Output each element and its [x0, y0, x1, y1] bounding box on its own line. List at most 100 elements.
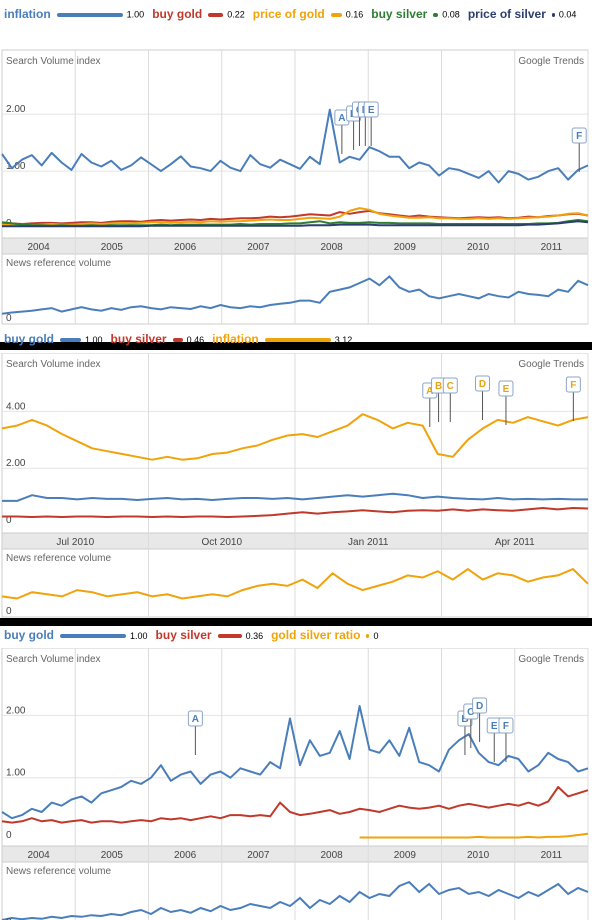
legend-label: buy gold	[152, 7, 203, 21]
x-tick-label: 2009	[394, 242, 417, 253]
legend-item: price of silver 0.04	[468, 4, 577, 25]
series-line-buy-silver	[1, 786, 589, 824]
search-volume-label: Search Volume index	[6, 654, 101, 665]
google-trends-brand: Google Trends	[518, 56, 584, 67]
legend-value: 1.00	[85, 334, 103, 345]
legend-swatch	[366, 633, 370, 638]
x-tick-label: Oct 2010	[201, 537, 242, 548]
chart-1-svg: Search Volume index Google Trends News ref…	[1, 49, 589, 325]
legend-3: buy gold 1.00 buy silver 0.36 gold silver ra…	[4, 628, 592, 642]
annotation-flag-A[interactable]: A	[334, 109, 350, 154]
series-line-buy-gold	[2, 492, 588, 502]
annotation-box	[363, 101, 379, 118]
annotation-box	[442, 377, 458, 394]
y-tick-label: 0	[6, 830, 12, 841]
legend-value: 0.04	[558, 9, 577, 20]
annotation-letter: E	[368, 105, 375, 116]
annotation-letter: F	[503, 721, 509, 732]
annotation-flag-D[interactable]: D	[472, 697, 488, 742]
annotation-letter: A	[338, 113, 345, 124]
legend-swatch	[551, 12, 555, 17]
annotation-flag-F[interactable]: F	[571, 127, 587, 172]
x-tick-label: 2007	[247, 242, 270, 253]
news-zero-label: 0	[6, 313, 12, 324]
annotation-box	[571, 127, 587, 144]
legend-swatch	[330, 12, 342, 17]
legend-value: 0.36	[245, 630, 264, 641]
y-tick-label: 0	[6, 515, 12, 526]
annotation-flag-E[interactable]: E	[486, 717, 502, 762]
legend-value: 1.00	[130, 630, 148, 641]
x-tick-label: 2009	[394, 850, 417, 861]
legend-label: buy silver	[155, 628, 212, 642]
series-line-inflation	[1, 108, 589, 184]
y-tick-label: 2.00	[6, 458, 26, 469]
series-line-buy-gold	[1, 705, 589, 820]
search-volume-label: Search Volume index	[6, 56, 101, 67]
annotation-letter: E	[503, 384, 510, 395]
annotation-flag-E[interactable]: E	[363, 101, 379, 146]
legend-value: 3.12	[334, 334, 353, 345]
legend-label: buy gold	[4, 332, 54, 346]
series-line-price-of-silver	[2, 220, 589, 228]
x-tick-label: 2011	[541, 850, 563, 861]
x-tick-label: Apr 2011	[495, 537, 535, 548]
annotation-letter: B	[435, 381, 442, 392]
legend-item: inflation 3.12	[212, 332, 352, 346]
legend-label: inflation	[212, 332, 259, 346]
annotation-box	[498, 380, 514, 397]
legend-label: buy silver	[110, 332, 167, 346]
legend-value: 0	[373, 630, 379, 641]
annotation-flag-E[interactable]: E	[498, 380, 514, 425]
y-tick-label: 1.00	[6, 161, 26, 172]
series-line-gold-silver-ratio	[359, 832, 589, 839]
x-tick-label: 2005	[101, 242, 124, 253]
y-tick-label: 1.00	[6, 768, 26, 779]
legend-item: buy gold 1.00	[4, 628, 148, 642]
legend-value: 0.46	[186, 334, 205, 345]
news-zero-label: 0	[6, 917, 12, 920]
legend-label: inflation	[4, 7, 51, 21]
x-tick-label: 2004	[28, 850, 51, 861]
annotation-flag-C[interactable]: C	[442, 377, 458, 422]
annotation-letter: D	[479, 379, 486, 390]
legend-item: buy gold 1.00	[4, 332, 103, 346]
legend-swatch	[217, 633, 242, 638]
chart-panel-3: buy gold 1.00 buy silver 0.36 gold silver ra…	[0, 626, 592, 920]
annotation-box	[472, 697, 488, 714]
annotation-flag-A[interactable]: A	[187, 710, 203, 755]
annotation-flag-F[interactable]: F	[498, 717, 514, 762]
news-volume-label: News reference volume	[6, 866, 111, 877]
annotation-flag-D[interactable]: D	[475, 375, 491, 420]
annotation-letter: C	[447, 381, 454, 392]
legend-swatch	[56, 12, 123, 17]
annotation-letter: D	[476, 701, 483, 712]
y-tick-label: 2.00	[6, 104, 26, 115]
legend-2: buy gold 1.00 buy silver 0.46 inflation 3.12	[4, 332, 592, 346]
annotation-flag-F[interactable]: F	[565, 376, 581, 421]
separator-2	[0, 618, 592, 626]
chart-3-svg: Search Volume index Google Trends News ref…	[1, 648, 589, 920]
series-line-price-of-gold	[1, 207, 589, 227]
x-tick-label: 2008	[321, 242, 344, 253]
google-trends-brand: Google Trends	[518, 654, 584, 665]
news-volume-label: News reference volume	[6, 553, 111, 564]
annotation-letter: F	[570, 380, 576, 391]
annotation-letter: C	[467, 707, 474, 718]
legend-1: inflation 1.00 buy gold 0.22 price of gold 0.…	[4, 4, 592, 25]
annotation-box	[187, 710, 203, 727]
legend-item: inflation 1.00	[4, 4, 144, 25]
x-tick-label: Jul 2010	[56, 537, 94, 548]
x-tick-label: 2006	[174, 242, 197, 253]
google-trends-brand: Google Trends	[518, 359, 584, 370]
x-tick-label: 2004	[28, 242, 51, 253]
series-line-buy-gold	[2, 209, 589, 225]
legend-item: buy silver 0.46	[111, 332, 205, 346]
x-tick-label: 2010	[467, 850, 490, 861]
search-volume-label: Search Volume index	[6, 359, 101, 370]
legend-item: price of gold 0.16	[253, 4, 364, 25]
legend-item: buy gold 0.22	[152, 4, 245, 25]
legend-label: gold silver ratio	[271, 628, 361, 642]
legend-item: buy silver 0.36	[156, 628, 264, 642]
legend-label: price of silver	[467, 7, 546, 21]
